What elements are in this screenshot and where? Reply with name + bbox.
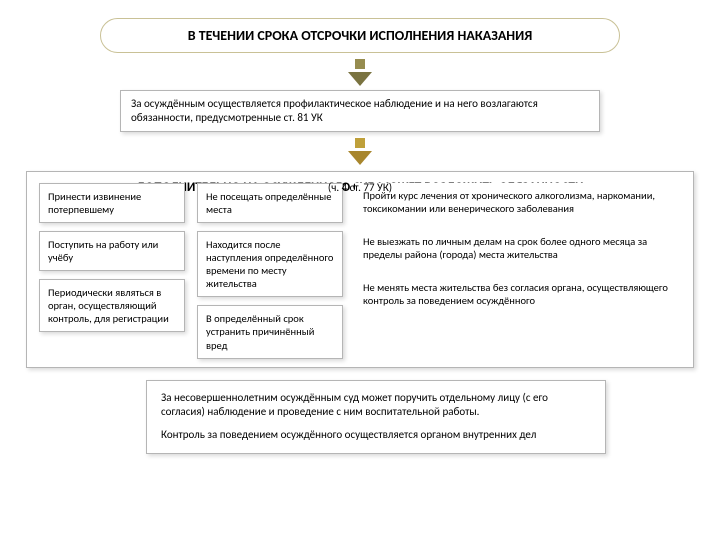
columns: Принести извинение потерпевшему Поступит…: [39, 183, 681, 359]
main-subheading: (ч. 4 ст. 77 УК): [39, 181, 681, 194]
slide-root: В ТЕЧЕНИИ СРОКА ОТСРОЧКИ ИСПОЛНЕНИЯ НАКА…: [0, 0, 720, 540]
duty-cell: Периодически являться в орган, осуществл…: [39, 279, 185, 332]
duty-cell: В определённый срок устранить причинённы…: [197, 305, 343, 358]
supervision-text: За осуждённым осуществляется профилактич…: [131, 97, 538, 124]
duty-cell: Находится после наступления определённог…: [197, 231, 343, 298]
column-right: Пройти курс лечения от хронического алко…: [355, 183, 681, 359]
title-box: В ТЕЧЕНИИ СРОКА ОТСРОЧКИ ИСПОЛНЕНИЯ НАКА…: [100, 18, 620, 53]
duty-cell: Поступить на работу или учёбу: [39, 231, 185, 271]
arrow-stem: [355, 59, 365, 69]
duty-cell: Не менять места жительства без согласия …: [355, 275, 681, 313]
title-text: В ТЕЧЕНИИ СРОКА ОТСРОЧКИ ИСПОЛНЕНИЯ НАКА…: [188, 27, 533, 44]
bottom-paragraph: За несовершеннолетним осуждённым суд мож…: [161, 391, 591, 421]
column-middle: Не посещать определённые места Находится…: [197, 183, 343, 359]
main-duties-container: ДОПОЛНИТЕЛЬНО НА ОСУЖДЕННОГО СУД МОЖЕТ В…: [26, 171, 694, 368]
arrow-down-1: [26, 59, 694, 86]
bottom-note-box: За несовершеннолетним осуждённым суд мож…: [146, 380, 606, 455]
supervision-box: За осуждённым осуществляется профилактич…: [120, 90, 600, 132]
bottom-paragraph: Контроль за поведением осуждённого осуще…: [161, 428, 591, 443]
arrow-stem: [355, 138, 365, 148]
duty-cell: Не выезжать по личным делам на срок боле…: [355, 229, 681, 267]
arrow-down-2: [26, 138, 694, 165]
arrow-head: [348, 72, 372, 86]
arrow-head: [348, 151, 372, 165]
column-left: Принести извинение потерпевшему Поступит…: [39, 183, 185, 359]
